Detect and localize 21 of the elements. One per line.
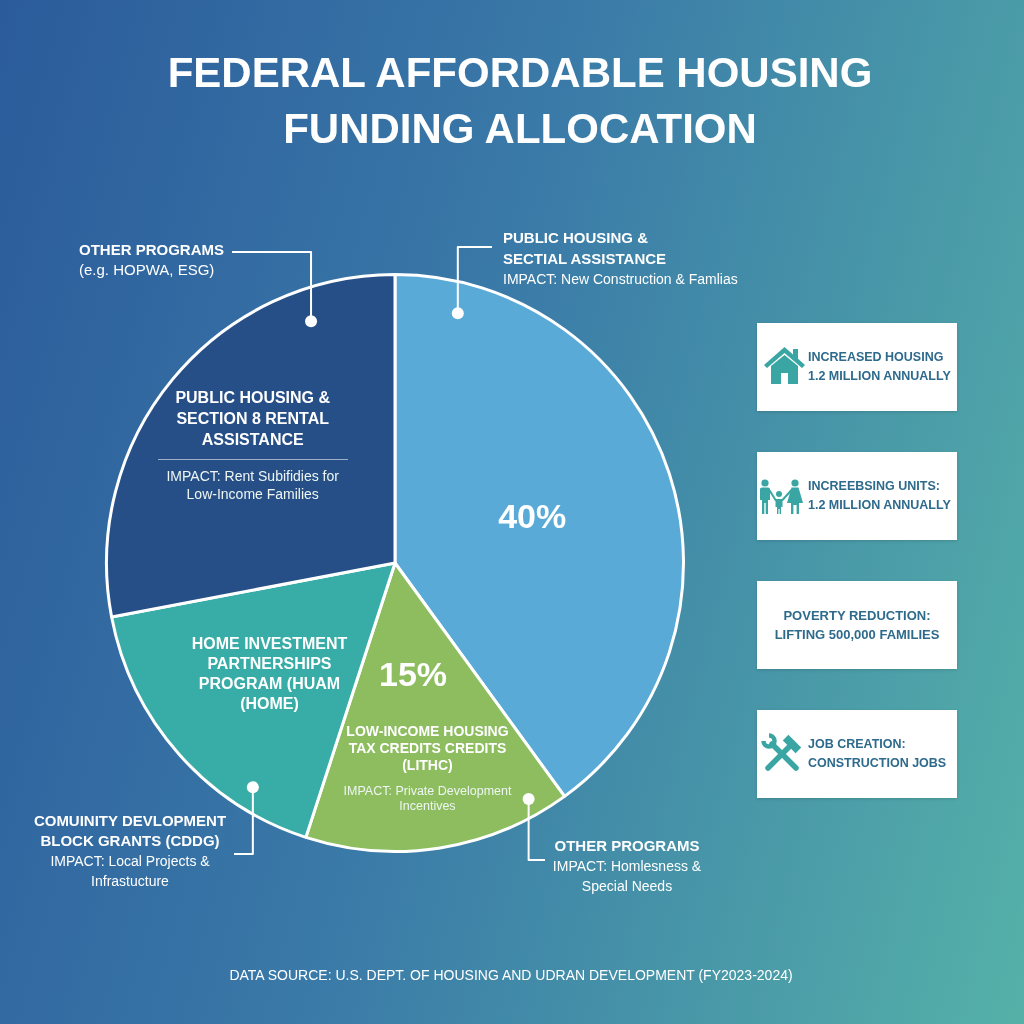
text: COMUINITY DEVLOPMENT BLOCK GRANTS (CDDG): [32, 811, 228, 851]
text: POVERTY REDUCTION: LIFTING 500,000 FAMILIES: [773, 607, 941, 644]
text: IMPACT: Homlesness & Special Needs: [551, 857, 703, 896]
text: IMPACT: Local Projects & Infrastucture: [49, 852, 211, 891]
text: INCREASED HOUSING 1.2 MILLION ANNUALLY: [808, 349, 952, 385]
text: OTHER PROGRAMS: [79, 240, 225, 260]
text: OTHER PROGRAMS: [554, 836, 700, 856]
slice-label: PUBLIC HOUSING & SECTIAL ASSISTANCE: [503, 228, 668, 269]
source-note: DATA SOURCE: U.S. DEPT. OF HOUSING AND UDRAN DEVELOPMENT (FY2023-2024): [229, 966, 793, 984]
data-label: 15%: [379, 655, 448, 694]
slice-label: HOME INVESTMENT PARTNERSHIPS PROGRAM (HUAM (HOME): [190, 633, 349, 714]
text: IMPACT: Rent Subifidies for Low-Income Families: [165, 467, 340, 504]
text: IMPACT: New Construction & Famlias: [503, 270, 738, 289]
chart-title: FEDERAL AFFORDABLE HOUSING FUNDING ALLOCATION: [166, 48, 874, 154]
text: JOB CREATION: CONSTRUCTION JOBS: [808, 736, 948, 772]
slice-label: LOW-INCOME HOUSING TAX CREDITS CREDITS (LITHC): [345, 722, 510, 774]
text: IMPACT: Private Development Incentives: [342, 783, 513, 814]
text: INCREEBSING UNITS: 1.2 MILLION ANNUALLY: [808, 478, 952, 514]
slice-label: PUBLIC HOUSING & SECTION 8 RENTAL ASSISTANCE: [174, 388, 332, 451]
text: (e.g. HOPWA, ESG): [79, 260, 215, 280]
data-label: 40%: [498, 496, 567, 535]
